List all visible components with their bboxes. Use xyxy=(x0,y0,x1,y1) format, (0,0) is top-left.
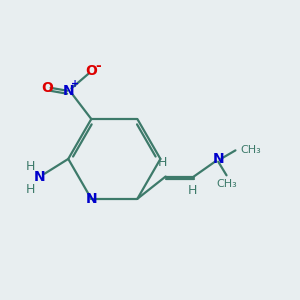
Text: H: H xyxy=(158,156,167,169)
Text: +: + xyxy=(71,79,79,89)
Text: H: H xyxy=(188,184,197,197)
Text: N: N xyxy=(34,170,46,184)
Text: O: O xyxy=(42,81,53,95)
Text: N: N xyxy=(212,152,224,166)
Text: H: H xyxy=(26,183,35,196)
Text: O: O xyxy=(85,64,97,79)
Text: N: N xyxy=(85,192,97,206)
Text: N: N xyxy=(63,84,75,98)
Text: H: H xyxy=(26,160,35,173)
Text: CH₃: CH₃ xyxy=(216,179,237,189)
Text: CH₃: CH₃ xyxy=(241,146,261,155)
Text: -: - xyxy=(95,58,101,73)
